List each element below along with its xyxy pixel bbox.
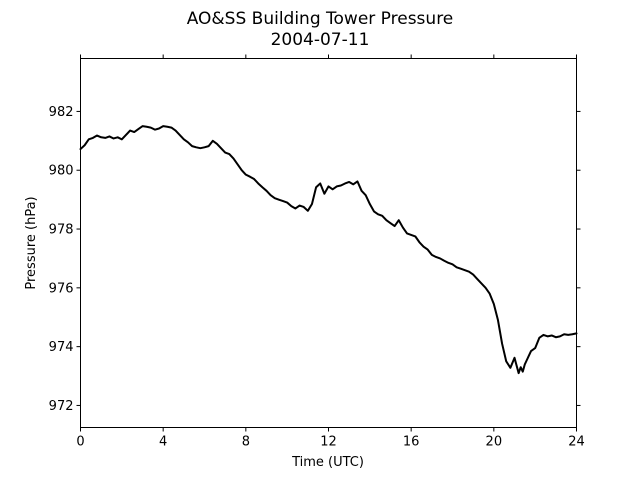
y-tick-label: 980 — [49, 164, 74, 179]
x-tick-label: 16 — [403, 435, 420, 450]
y-axis-label: Pressure (hPa) — [24, 196, 39, 289]
x-axis: 0 4 8 12 16 20 24 — [76, 54, 585, 450]
x-tick-label: 0 — [76, 435, 84, 450]
chart-title: AO&SS Building Tower Pressure — [187, 9, 454, 29]
y-tick-label: 972 — [49, 399, 74, 414]
x-axis-label: Time (UTC) — [291, 455, 364, 470]
y-tick-label: 982 — [49, 105, 74, 120]
x-tick-label: 12 — [320, 435, 337, 450]
y-tick-label: 976 — [49, 281, 74, 296]
y-tick-label: 974 — [49, 340, 74, 355]
x-tick-label: 20 — [486, 435, 503, 450]
chart-subtitle: 2004-07-11 — [271, 30, 370, 50]
plot-frame — [80, 58, 577, 428]
x-tick-label: 24 — [568, 435, 585, 450]
x-tick-label: 8 — [242, 435, 250, 450]
x-tick-label: 4 — [159, 435, 167, 450]
y-axis: 972 974 976 978 980 982 — [49, 105, 581, 414]
pressure-line — [79, 125, 578, 375]
y-tick-label: 978 — [49, 223, 74, 238]
